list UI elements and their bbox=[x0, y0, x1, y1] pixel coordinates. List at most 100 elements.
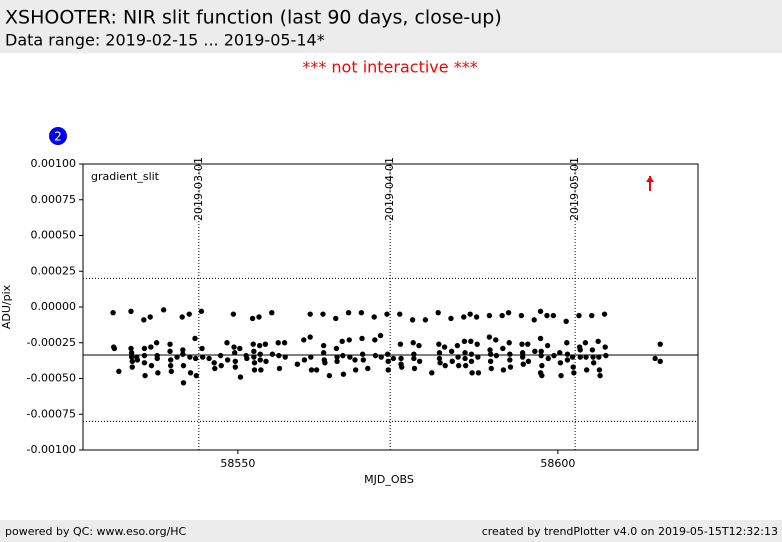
data-point bbox=[232, 358, 239, 365]
data-point bbox=[199, 354, 206, 360]
data-point bbox=[544, 312, 550, 319]
data-point bbox=[500, 367, 507, 373]
data-point bbox=[372, 352, 379, 359]
y-tick-label: 0.00075 bbox=[31, 193, 77, 206]
data-point bbox=[429, 370, 435, 376]
data-point bbox=[110, 310, 116, 316]
data-point bbox=[506, 340, 512, 346]
data-point bbox=[141, 352, 148, 359]
data-point bbox=[538, 352, 544, 359]
header-bar bbox=[0, 0, 782, 53]
data-point bbox=[187, 354, 193, 360]
data-point bbox=[294, 361, 301, 367]
data-point bbox=[371, 314, 377, 320]
data-point bbox=[326, 372, 333, 379]
data-point bbox=[301, 337, 307, 343]
data-point bbox=[545, 355, 551, 362]
data-point bbox=[269, 351, 276, 357]
data-point bbox=[409, 317, 416, 323]
data-point bbox=[384, 351, 391, 357]
data-point bbox=[148, 344, 154, 350]
data-point bbox=[257, 351, 263, 357]
data-point bbox=[487, 347, 493, 353]
data-point bbox=[473, 314, 480, 320]
data-point bbox=[448, 315, 454, 322]
data-point bbox=[596, 367, 603, 373]
data-point bbox=[486, 334, 493, 340]
data-point bbox=[486, 312, 493, 319]
data-point bbox=[244, 355, 250, 362]
data-point bbox=[397, 341, 404, 347]
data-point bbox=[347, 354, 353, 360]
data-point bbox=[411, 365, 418, 372]
data-point bbox=[499, 312, 505, 319]
footer-left: powered by QC: www.eso.org/HC bbox=[5, 525, 187, 538]
data-point bbox=[358, 310, 365, 316]
data-point bbox=[454, 342, 461, 349]
data-point bbox=[657, 358, 663, 365]
data-point bbox=[340, 352, 346, 359]
data-point bbox=[346, 337, 352, 343]
data-point bbox=[276, 352, 282, 359]
data-point bbox=[262, 341, 269, 347]
data-point bbox=[167, 341, 173, 347]
data-point bbox=[232, 364, 239, 370]
data-point bbox=[129, 364, 135, 370]
data-point bbox=[505, 310, 512, 316]
data-point bbox=[583, 367, 590, 373]
data-point bbox=[359, 351, 366, 357]
data-point bbox=[539, 372, 545, 379]
data-point bbox=[141, 360, 148, 366]
data-point bbox=[269, 310, 275, 316]
data-point bbox=[372, 337, 378, 343]
data-point bbox=[577, 354, 583, 360]
data-point bbox=[218, 362, 224, 369]
data-point bbox=[258, 367, 264, 373]
data-point bbox=[475, 370, 482, 376]
data-point bbox=[308, 354, 314, 360]
data-point bbox=[589, 347, 596, 353]
annotation: gradient_slit bbox=[91, 170, 160, 183]
data-point bbox=[416, 342, 422, 349]
data-point bbox=[461, 338, 468, 345]
data-point bbox=[308, 367, 315, 373]
data-point bbox=[282, 354, 288, 360]
data-point bbox=[455, 354, 461, 360]
data-point bbox=[597, 372, 603, 379]
data-point bbox=[360, 357, 367, 363]
data-point bbox=[461, 314, 467, 320]
badge: 2 bbox=[54, 130, 62, 144]
data-point bbox=[468, 351, 475, 357]
y-tick-label: 0.00100 bbox=[31, 157, 77, 170]
y-tick-label: -0.00075 bbox=[27, 407, 76, 420]
page-title: XSHOOTER: NIR slit function (last 90 day… bbox=[5, 7, 502, 29]
data-point bbox=[569, 354, 576, 360]
data-point bbox=[487, 351, 494, 357]
data-point bbox=[237, 345, 243, 352]
data-point bbox=[493, 337, 499, 343]
y-tick-label: 0.00025 bbox=[31, 264, 77, 277]
data-point bbox=[198, 308, 205, 314]
data-point bbox=[128, 354, 135, 360]
data-point bbox=[257, 357, 263, 363]
data-point bbox=[251, 360, 258, 366]
data-point bbox=[377, 332, 384, 339]
data-point bbox=[590, 354, 596, 360]
data-point bbox=[352, 367, 359, 373]
data-point bbox=[224, 340, 230, 346]
data-point bbox=[275, 340, 281, 346]
data-point bbox=[519, 354, 526, 360]
data-point bbox=[474, 341, 480, 347]
data-point bbox=[577, 347, 583, 353]
date-label: 2019-03-01 bbox=[192, 157, 205, 221]
data-point bbox=[520, 361, 526, 367]
data-point bbox=[475, 354, 481, 360]
footer-bar bbox=[0, 520, 782, 542]
data-point bbox=[397, 311, 403, 317]
data-point bbox=[532, 348, 538, 355]
data-point bbox=[237, 374, 244, 380]
data-point bbox=[334, 358, 340, 365]
data-point bbox=[180, 380, 187, 386]
data-point bbox=[249, 315, 256, 322]
